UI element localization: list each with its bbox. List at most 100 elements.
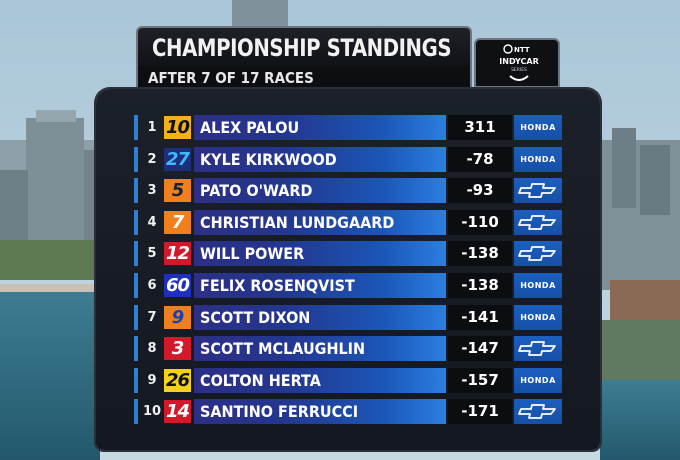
driver-name: ALEX PALOU — [200, 118, 300, 137]
position-label: 3 — [147, 183, 157, 199]
driver-name-bar — [194, 367, 446, 393]
driver-name: FELIX ROSENQVIST — [200, 276, 355, 295]
chevrolet-bowtie-icon — [518, 341, 556, 357]
position-label: 8 — [147, 341, 157, 357]
engine-badge: HONDA — [514, 115, 562, 140]
driver-name: KYLE KIRKWOOD — [200, 149, 337, 169]
engine-badge — [514, 336, 562, 362]
row-accent-stripe — [134, 178, 138, 204]
standings-row: 9 26 COLTON HERTA -157 HONDA — [134, 367, 564, 393]
driver-name-bar — [194, 115, 446, 140]
position-label: 7 — [147, 309, 157, 325]
standings-row: 8 3 SCOTT MCLAUGHLIN -147 — [134, 336, 564, 362]
subtitle-box: AFTER 7 OF 17 RACES — [136, 66, 472, 88]
driver-name: COLTON HERTA — [200, 370, 321, 390]
points-value: -171 — [448, 399, 512, 425]
chevrolet-bowtie-icon — [518, 183, 556, 199]
engine-badge — [514, 241, 562, 267]
logo-main-text: INDYCAR — [499, 57, 538, 66]
logo-top-text: NTT — [514, 46, 530, 54]
standings-row: 1 10 ALEX PALOU 311 HONDA — [134, 115, 564, 140]
honda-logo-text: HONDA — [520, 281, 556, 290]
standings-row: 10 14 SANTINO FERRUCCI -171 — [134, 399, 564, 425]
chevrolet-bowtie-icon — [518, 246, 556, 262]
chevrolet-bowtie-icon — [518, 404, 556, 420]
row-accent-stripe — [134, 336, 138, 362]
points-value: 311 — [448, 115, 512, 140]
position-label: 6 — [147, 278, 157, 293]
position-label: 4 — [147, 214, 157, 230]
position-label: 2 — [147, 151, 157, 167]
position-label: 9 — [147, 372, 157, 388]
engine-badge: HONDA — [514, 146, 562, 172]
car-number-badge: 5 — [164, 179, 191, 203]
row-accent-stripe — [134, 241, 138, 267]
position-label: 1 — [147, 120, 157, 135]
driver-name-bar — [194, 273, 446, 298]
page-title: CHAMPIONSHIP STANDINGS — [152, 34, 452, 62]
engine-badge — [514, 399, 562, 425]
driver-name: CHRISTIAN LUNDGAARD — [200, 212, 395, 232]
standings-row: 4 7 CHRISTIAN LUNDGAARD -110 — [134, 209, 564, 235]
driver-name: SANTINO FERRUCCI — [200, 402, 359, 422]
honda-logo-text: HONDA — [520, 123, 556, 132]
honda-logo-text: HONDA — [520, 154, 556, 164]
honda-logo-text: HONDA — [520, 375, 556, 385]
standings-row: 7 9 SCOTT DIXON -141 HONDA — [134, 304, 564, 330]
driver-name-bar — [194, 146, 446, 172]
engine-badge: HONDA — [514, 367, 562, 393]
row-accent-stripe — [134, 367, 138, 393]
chevrolet-bowtie-icon — [518, 214, 556, 230]
ntt-badge-icon — [503, 44, 513, 54]
car-number-badge: 26 — [164, 368, 191, 392]
points-value: -78 — [448, 146, 512, 172]
standings-row: 6 60 FELIX ROSENQVIST -138 HONDA — [134, 273, 564, 298]
logo-swoosh-icon — [509, 75, 529, 81]
engine-badge: HONDA — [514, 304, 562, 330]
title-box: CHAMPIONSHIP STANDINGS — [136, 26, 472, 66]
driver-name: WILL POWER — [200, 244, 305, 264]
points-value: -138 — [448, 241, 512, 267]
points-value: -157 — [448, 367, 512, 393]
points-value: -138 — [448, 273, 512, 298]
honda-logo-text: HONDA — [520, 312, 556, 322]
row-accent-stripe — [134, 273, 138, 298]
standings-row: 2 27 KYLE KIRKWOOD -78 HONDA — [134, 146, 564, 172]
car-number-badge: 60 — [164, 274, 191, 297]
car-number-badge: 14 — [164, 400, 191, 424]
driver-name: SCOTT DIXON — [200, 307, 311, 327]
position-label: 10 — [142, 404, 162, 420]
indycar-logo: NTT INDYCAR SERIES — [474, 38, 560, 88]
engine-badge: HONDA — [514, 273, 562, 298]
engine-badge — [514, 209, 562, 235]
points-value: -110 — [448, 209, 512, 235]
points-value: -141 — [448, 304, 512, 330]
row-accent-stripe — [134, 399, 138, 425]
row-accent-stripe — [134, 115, 138, 140]
position-label: 5 — [147, 246, 157, 262]
driver-name-bar — [194, 209, 446, 235]
car-number-badge: 27 — [164, 147, 191, 171]
standings-header: CHAMPIONSHIP STANDINGS AFTER 7 OF 17 RAC… — [136, 26, 472, 88]
engine-badge — [514, 178, 562, 204]
points-value: -147 — [448, 336, 512, 362]
logo-sub-text: SERIES — [511, 67, 527, 73]
driver-name-bar — [194, 399, 446, 425]
driver-name: SCOTT MCLAUGHLIN — [200, 339, 366, 359]
row-accent-stripe — [134, 304, 138, 330]
standings-row: 5 12 WILL POWER -138 — [134, 241, 564, 267]
driver-name-bar — [194, 336, 446, 362]
driver-name-bar — [194, 178, 446, 204]
driver-name: PATO O'WARD — [200, 181, 313, 201]
driver-name-bar — [194, 241, 446, 267]
page-subtitle: AFTER 7 OF 17 RACES — [148, 69, 314, 87]
row-accent-stripe — [134, 146, 138, 172]
points-value: -93 — [448, 178, 512, 204]
car-number-badge: 12 — [164, 242, 191, 266]
standings-panel: 1 10 ALEX PALOU 311 HONDA 2 27 KYLE KIRK… — [96, 89, 600, 450]
car-number-badge: 9 — [164, 305, 191, 329]
standings-row: 3 5 PATO O'WARD -93 — [134, 178, 564, 204]
car-number-badge: 10 — [164, 116, 191, 139]
car-number-badge: 7 — [164, 210, 191, 234]
car-number-badge: 3 — [164, 337, 191, 361]
